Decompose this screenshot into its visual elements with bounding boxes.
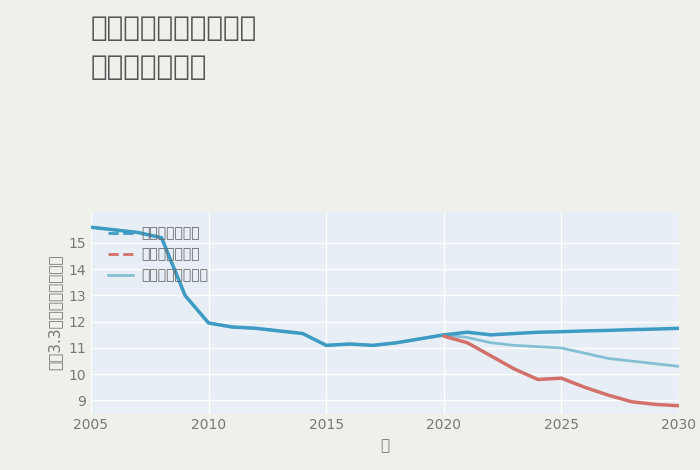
バッドシナリオ — [675, 403, 683, 408]
グッドシナリオ — [486, 332, 495, 337]
ノーマルシナリオ — [486, 340, 495, 345]
ノーマルシナリオ — [533, 344, 542, 350]
グッドシナリオ — [158, 235, 166, 241]
グッドシナリオ — [228, 324, 237, 330]
グッドシナリオ — [533, 329, 542, 335]
グッドシナリオ — [463, 329, 472, 335]
グッドシナリオ — [416, 336, 424, 342]
グッドシナリオ — [111, 227, 119, 233]
バッドシナリオ — [581, 384, 589, 390]
グッドシナリオ — [87, 225, 95, 230]
ノーマルシナリオ — [393, 340, 401, 345]
Y-axis label: 坪（3.3㎡）単価（万円）: 坪（3.3㎡）単価（万円） — [48, 255, 63, 370]
グッドシナリオ — [369, 343, 377, 348]
グッドシナリオ — [134, 230, 142, 235]
ノーマルシナリオ — [322, 343, 330, 348]
ノーマルシナリオ — [181, 293, 189, 298]
バッドシナリオ — [486, 353, 495, 359]
グッドシナリオ — [346, 341, 354, 347]
ノーマルシナリオ — [510, 343, 519, 348]
グッドシナリオ — [604, 328, 612, 333]
ノーマルシナリオ — [604, 356, 612, 361]
バッドシナリオ — [557, 376, 566, 381]
ノーマルシナリオ — [111, 227, 119, 233]
ノーマルシナリオ — [463, 335, 472, 340]
ノーマルシナリオ — [369, 343, 377, 348]
Legend: グッドシナリオ, バッドシナリオ, ノーマルシナリオ: グッドシナリオ, バッドシナリオ, ノーマルシナリオ — [104, 222, 213, 287]
バッドシナリオ — [533, 376, 542, 382]
グッドシナリオ — [181, 293, 189, 298]
バッドシナリオ — [651, 401, 659, 407]
ノーマルシナリオ — [134, 230, 142, 235]
ノーマルシナリオ — [416, 336, 424, 342]
グッドシナリオ — [298, 331, 307, 337]
バッドシナリオ — [604, 392, 612, 398]
ノーマルシナリオ — [228, 324, 237, 330]
グッドシナリオ — [651, 326, 659, 332]
バッドシナリオ — [463, 340, 472, 345]
ノーマルシナリオ — [346, 341, 354, 347]
グッドシナリオ — [557, 329, 566, 335]
グッドシナリオ — [581, 328, 589, 334]
Line: グッドシナリオ: グッドシナリオ — [91, 227, 679, 345]
ノーマルシナリオ — [628, 358, 636, 364]
Line: ノーマルシナリオ: ノーマルシナリオ — [91, 227, 679, 366]
ノーマルシナリオ — [87, 225, 95, 230]
グッドシナリオ — [322, 343, 330, 348]
ノーマルシナリオ — [440, 332, 448, 337]
ノーマルシナリオ — [251, 326, 260, 331]
ノーマルシナリオ — [651, 361, 659, 367]
グッドシナリオ — [675, 326, 683, 331]
ノーマルシナリオ — [298, 331, 307, 337]
ノーマルシナリオ — [557, 345, 566, 351]
グッドシナリオ — [510, 331, 519, 337]
ノーマルシナリオ — [275, 328, 284, 334]
ノーマルシナリオ — [581, 351, 589, 356]
グッドシナリオ — [275, 328, 284, 334]
X-axis label: 年: 年 — [380, 438, 390, 453]
グッドシナリオ — [628, 327, 636, 332]
グッドシナリオ — [251, 326, 260, 331]
Line: バッドシナリオ: バッドシナリオ — [444, 336, 679, 406]
Text: 奈良県奈良市丹生町の
土地の価格推移: 奈良県奈良市丹生町の 土地の価格推移 — [91, 14, 258, 81]
グッドシナリオ — [440, 332, 448, 337]
ノーマルシナリオ — [204, 320, 213, 326]
バッドシナリオ — [440, 333, 448, 339]
ノーマルシナリオ — [675, 363, 683, 369]
バッドシナリオ — [628, 399, 636, 405]
グッドシナリオ — [393, 340, 401, 345]
バッドシナリオ — [510, 366, 519, 372]
ノーマルシナリオ — [158, 235, 166, 241]
グッドシナリオ — [204, 320, 213, 326]
